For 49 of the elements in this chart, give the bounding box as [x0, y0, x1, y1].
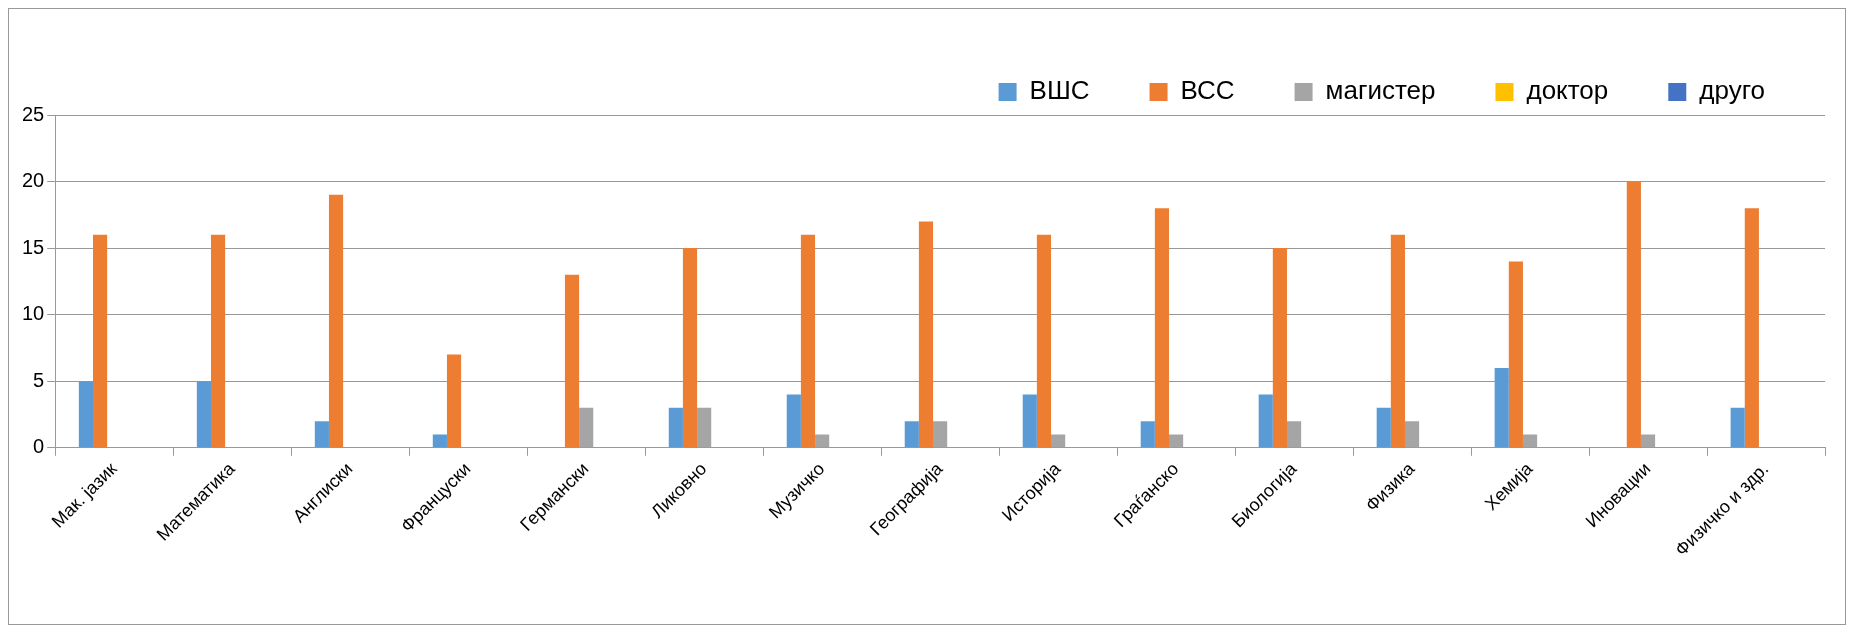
bar — [800, 234, 816, 448]
bar — [1404, 421, 1420, 448]
bar — [196, 381, 211, 448]
bar — [904, 421, 919, 448]
bar — [786, 394, 801, 448]
bar — [1022, 394, 1037, 448]
bar — [1626, 181, 1641, 448]
bar — [1036, 234, 1052, 448]
bar — [815, 434, 830, 448]
bar — [328, 194, 344, 448]
bar — [1051, 434, 1066, 448]
bar — [1730, 407, 1745, 448]
bar — [93, 234, 108, 448]
legend-label: ВСС — [1180, 75, 1235, 106]
y-tick-label: 0 — [33, 435, 45, 458]
bar — [314, 421, 329, 448]
bar — [1258, 394, 1273, 448]
bar — [1272, 248, 1287, 448]
bar — [1140, 421, 1155, 448]
bar — [1522, 434, 1538, 448]
legend-label: доктор — [1526, 75, 1609, 106]
legend-label: ВШС — [1029, 75, 1090, 106]
bar — [1640, 434, 1656, 448]
bar — [668, 407, 683, 448]
bar — [918, 221, 934, 448]
bar — [564, 274, 580, 448]
bar — [1376, 407, 1391, 448]
legend-label: друго — [1699, 75, 1766, 106]
bar — [1494, 367, 1509, 448]
y-tick-label: 10 — [22, 302, 45, 325]
bar — [1508, 261, 1523, 448]
y-tick-label: 5 — [33, 368, 45, 391]
bar — [446, 354, 462, 448]
bar — [210, 234, 226, 448]
bar — [1154, 208, 1170, 448]
y-tick-label: 15 — [22, 235, 45, 258]
bar — [78, 381, 93, 448]
bar — [682, 248, 698, 448]
bar — [579, 407, 594, 448]
y-tick-label: 25 — [22, 102, 45, 125]
bar — [697, 407, 712, 448]
y-tick-label: 20 — [22, 169, 45, 192]
bar — [1390, 234, 1405, 448]
bar — [1286, 421, 1302, 448]
legend-label: магистер — [1325, 75, 1436, 106]
bar — [432, 434, 447, 448]
bar — [1169, 434, 1184, 448]
bar — [1744, 208, 1759, 448]
bar — [933, 421, 948, 448]
